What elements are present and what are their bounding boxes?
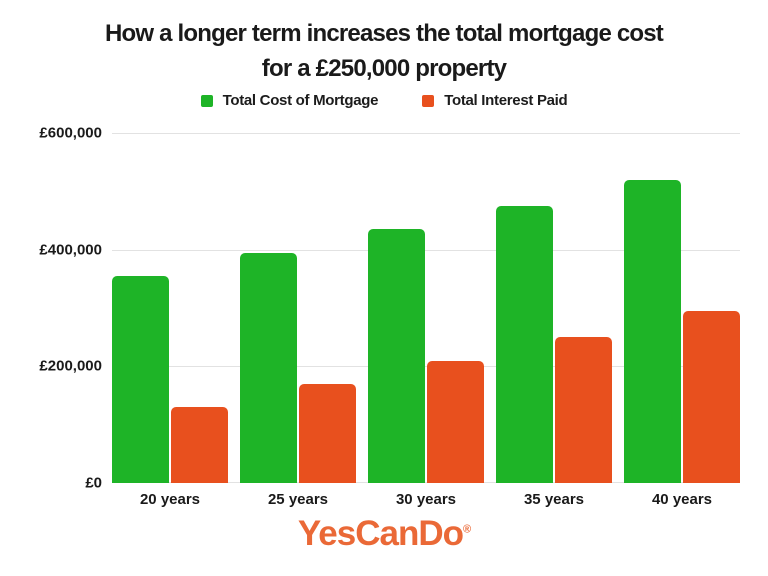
legend-item-total-cost: Total Cost of Mortgage	[200, 92, 379, 109]
gridline	[112, 249, 740, 251]
bar-group-40-years	[624, 180, 740, 483]
gridline	[112, 482, 740, 483]
legend: Total Cost of Mortgage Total Interest Pa…	[0, 92, 768, 109]
y-axis-label: £400,000	[39, 241, 102, 259]
bar-group-35-years	[496, 206, 612, 483]
bar-total-interest-paid-25-years	[299, 384, 356, 483]
registered-trademark-icon: ®	[463, 523, 471, 536]
x-axis-label: 20 years	[139, 491, 201, 508]
legend-label-total-interest: Total Interest Paid	[444, 92, 568, 109]
bar-groups	[112, 133, 740, 483]
x-axis-label: 40 years	[651, 491, 713, 508]
x-axis-label: 35 years	[523, 491, 585, 508]
gridline	[112, 133, 740, 134]
legend-item-total-interest: Total Interest Paid	[422, 92, 568, 109]
x-axis: 20 years 25 years 30 years 35 years 40 years	[112, 491, 740, 508]
bar-total-cost-of-mortgage-20-years	[112, 276, 169, 483]
gridline	[112, 366, 740, 368]
plot-area	[112, 133, 740, 483]
chart-title-line-1: How a longer term increases the total mo…	[104, 20, 664, 47]
bar-group-20-years	[112, 276, 228, 483]
chart-title: How a longer term increases the total mo…	[0, 16, 768, 86]
x-axis-label: 30 years	[395, 491, 457, 508]
chart-title-line-2: for a £250,000 property	[261, 55, 507, 82]
bar-total-interest-paid-30-years	[427, 361, 484, 483]
bar-total-interest-paid-35-years	[555, 337, 612, 483]
bar-total-interest-paid-40-years	[683, 311, 740, 483]
brand-name: YesCanDo	[297, 514, 464, 553]
bar-total-cost-of-mortgage-40-years	[624, 180, 681, 483]
bar-group-30-years	[368, 229, 484, 483]
bar-group-25-years	[240, 253, 356, 483]
legend-label-total-cost: Total Cost of Mortgage	[222, 92, 379, 109]
brand-logo: YesCanDo®	[0, 514, 768, 554]
bar-total-cost-of-mortgage-35-years	[496, 206, 553, 483]
x-axis-label: 25 years	[267, 491, 329, 508]
bar-total-cost-of-mortgage-25-years	[240, 253, 297, 483]
y-axis-label: £600,000	[39, 124, 102, 142]
legend-swatch-total-interest	[422, 94, 435, 107]
legend-swatch-total-cost	[200, 94, 213, 107]
bar-total-cost-of-mortgage-30-years	[368, 229, 425, 483]
y-axis-label: £200,000	[39, 357, 102, 375]
y-axis-label: £0	[85, 474, 102, 492]
y-axis: £0 £200,000 £400,000 £600,000	[0, 125, 102, 492]
bar-total-interest-paid-20-years	[171, 407, 228, 483]
